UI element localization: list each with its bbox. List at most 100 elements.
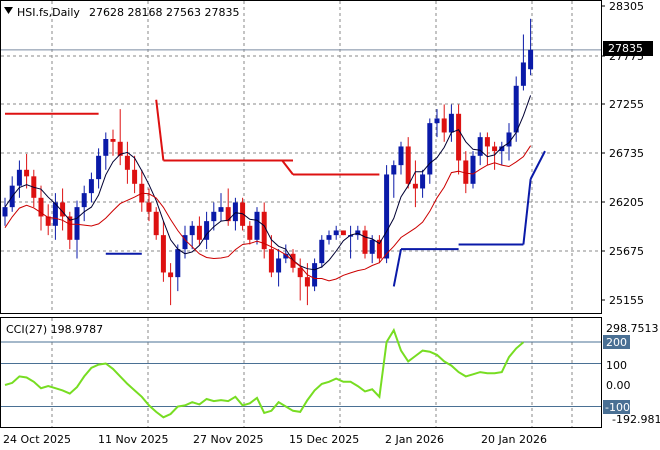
candles bbox=[2, 18, 534, 306]
candle-body bbox=[254, 211, 260, 240]
candle-body bbox=[182, 235, 188, 250]
candle-body bbox=[484, 137, 490, 147]
candle-body bbox=[160, 235, 166, 273]
candle-body bbox=[225, 207, 231, 222]
stop-level-red bbox=[281, 159, 294, 176]
candle-body bbox=[441, 118, 447, 133]
candle-body bbox=[297, 267, 303, 278]
candle-body bbox=[232, 202, 238, 222]
cci-axis: 298.7513 200 100 0.00 -100 -192.9817 bbox=[603, 322, 660, 426]
candle-body bbox=[312, 263, 318, 287]
date-tick: 20 Jan 2026 bbox=[481, 433, 547, 446]
candle-body bbox=[398, 146, 404, 166]
candle-body bbox=[499, 146, 505, 152]
candle-body bbox=[24, 169, 30, 177]
candle-body bbox=[211, 211, 217, 222]
candle-body bbox=[103, 139, 109, 156]
candle-body bbox=[268, 249, 274, 273]
candle-body bbox=[153, 211, 159, 236]
candle-body bbox=[110, 139, 116, 142]
stop-level-blue bbox=[392, 248, 402, 287]
cci-tick: -192.9817 bbox=[612, 413, 660, 426]
date-tick: 27 Nov 2025 bbox=[193, 433, 263, 446]
candle-body bbox=[513, 85, 519, 133]
date-tick: 24 Oct 2025 bbox=[3, 433, 71, 446]
current-price-label: 27835 bbox=[608, 42, 643, 55]
candle-body bbox=[261, 211, 267, 250]
candle-body bbox=[204, 221, 210, 240]
ohlc-label: 27628 28168 27563 27835 bbox=[89, 6, 239, 19]
price-tick: 25675 bbox=[609, 245, 644, 258]
indicator-lines bbox=[4, 95, 546, 287]
price-tick: 28305 bbox=[609, 0, 644, 13]
triangle-down-icon[interactable] bbox=[4, 7, 13, 14]
cci-level-badge bbox=[603, 335, 630, 349]
candle-body bbox=[506, 132, 512, 147]
candle-body bbox=[340, 230, 346, 236]
candle-body bbox=[492, 146, 498, 152]
candle-body bbox=[81, 193, 87, 208]
candle-body bbox=[376, 239, 382, 259]
symbol-label: HSI.fs,Daily bbox=[17, 6, 80, 19]
cci-tick: 200 bbox=[606, 336, 627, 349]
candle-body bbox=[52, 202, 58, 226]
candle-body bbox=[189, 225, 195, 236]
cci-line bbox=[4, 327, 525, 419]
cci-line-layer bbox=[4, 327, 525, 419]
cci-tick: -100 bbox=[605, 401, 630, 414]
candle-body bbox=[276, 258, 282, 273]
stop-level-blue bbox=[522, 179, 532, 245]
candle-body bbox=[333, 230, 339, 236]
candle-body bbox=[124, 155, 130, 170]
price-axis: 28305 27775 27255 26735 26205 25675 2515… bbox=[601, 0, 644, 307]
cci-tick: 298.7513 bbox=[606, 322, 659, 335]
slow-ma-line bbox=[4, 145, 532, 282]
candle-body bbox=[362, 230, 368, 254]
candle-body bbox=[2, 207, 8, 217]
candle-body bbox=[391, 165, 397, 175]
cci-tick: 0.00 bbox=[606, 379, 631, 392]
candle-body bbox=[16, 169, 22, 186]
candle-body bbox=[520, 62, 526, 86]
candle-body bbox=[434, 118, 440, 124]
stop-level-red bbox=[155, 99, 165, 161]
candle-body bbox=[420, 174, 426, 189]
candle-body bbox=[463, 160, 469, 184]
time-axis: 24 Oct 2025 11 Nov 2025 27 Nov 2025 15 D… bbox=[3, 433, 547, 446]
candle-body bbox=[456, 113, 462, 161]
candle-body bbox=[477, 137, 483, 156]
date-tick: 15 Dec 2025 bbox=[289, 433, 359, 446]
candle-body bbox=[196, 225, 202, 240]
candle-body bbox=[384, 174, 390, 259]
candle-body bbox=[528, 49, 534, 70]
cci-tick: 100 bbox=[606, 359, 627, 372]
main-grid bbox=[1, 1, 601, 313]
candle-body bbox=[60, 202, 66, 217]
candle-body bbox=[168, 272, 174, 278]
stop-level-blue bbox=[529, 150, 546, 180]
cci-title: CCI(27) 198.9787 bbox=[6, 323, 103, 336]
candle-body bbox=[38, 197, 44, 217]
candle-body bbox=[348, 235, 354, 237]
candle-body bbox=[405, 146, 411, 184]
price-tick: 27255 bbox=[609, 98, 644, 111]
candle-body bbox=[96, 155, 102, 180]
candle-body bbox=[218, 207, 224, 212]
candle-body bbox=[470, 155, 476, 184]
price-tick: 26205 bbox=[609, 196, 644, 209]
candle-body bbox=[319, 239, 325, 264]
candle-body bbox=[132, 169, 138, 184]
candle-body bbox=[247, 225, 253, 240]
fast-ma-line bbox=[4, 95, 532, 271]
candle-body bbox=[88, 179, 94, 194]
candle-body bbox=[146, 202, 152, 212]
candle-body bbox=[448, 113, 454, 133]
candle-body bbox=[283, 253, 289, 259]
candle-body bbox=[67, 216, 73, 240]
date-tick: 11 Nov 2025 bbox=[98, 433, 168, 446]
candle-body bbox=[427, 123, 433, 175]
candle-body bbox=[326, 235, 332, 240]
candle-body bbox=[304, 277, 310, 287]
cci-grid bbox=[1, 318, 601, 427]
